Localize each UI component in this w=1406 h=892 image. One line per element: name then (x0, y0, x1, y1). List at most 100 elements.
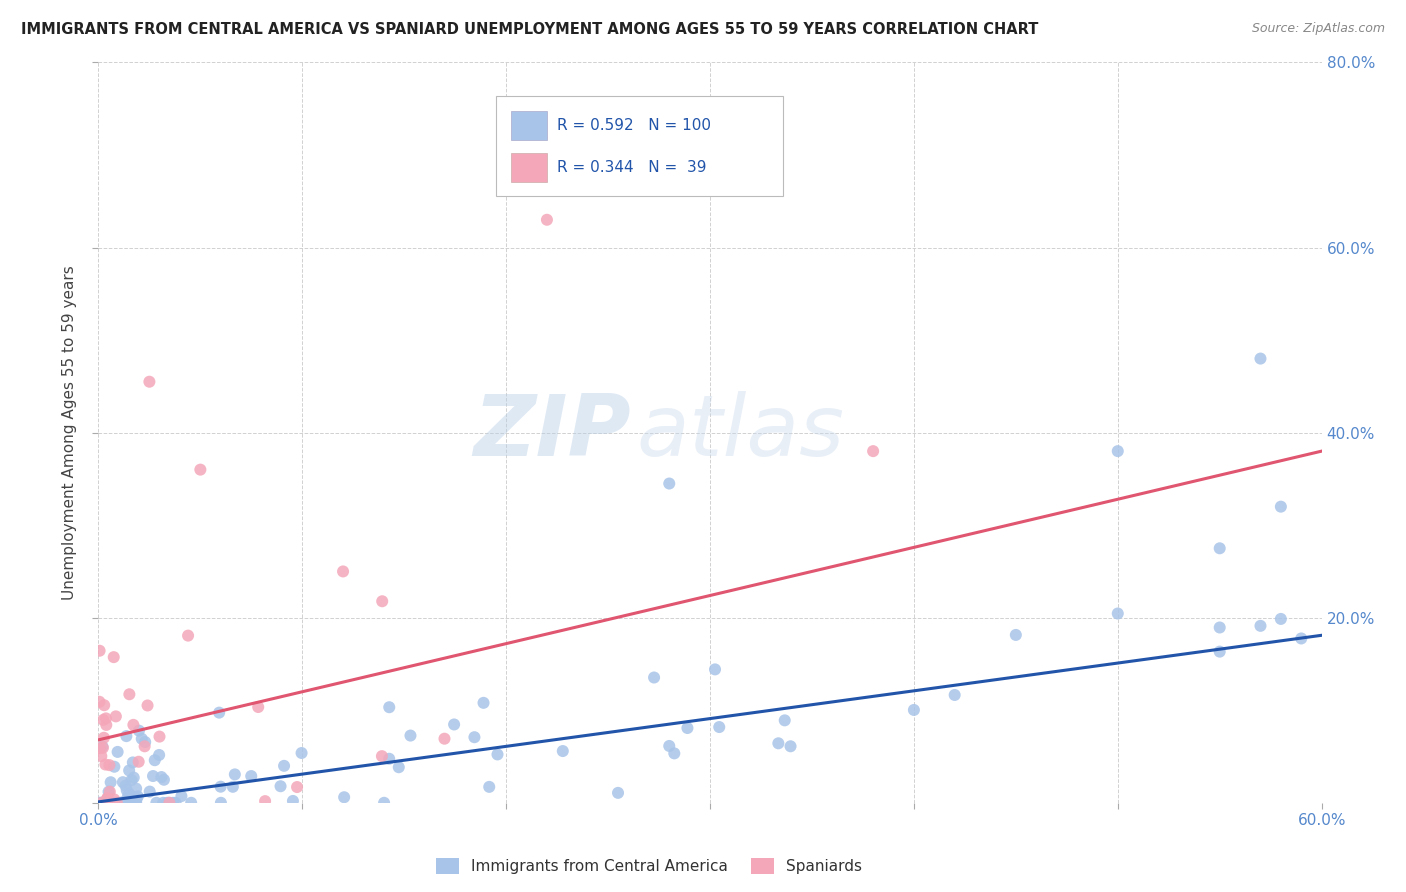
Point (188, 463, 212, 477)
Point (94, 796, 117, 810)
Point (97, 785, 120, 799)
Point (118, 687, 141, 701)
Point (486, 747, 509, 762)
Point (378, 700, 401, 714)
Text: R = 0.592   N = 100: R = 0.592 N = 100 (557, 118, 711, 133)
Point (180, 796, 202, 810)
Point (177, 629, 200, 643)
Point (120, 796, 142, 810)
Point (96, 791, 118, 805)
Point (136, 698, 159, 713)
Point (98, 785, 121, 799)
Point (89, 644, 111, 658)
Point (1249, 619, 1271, 633)
Point (91, 740, 114, 755)
Point (98, 796, 121, 810)
Point (222, 780, 245, 794)
Y-axis label: Unemployment Among Ages 55 to 59 years: Unemployment Among Ages 55 to 59 years (62, 265, 77, 600)
Point (104, 796, 127, 810)
Text: R = 0.344   N =  39: R = 0.344 N = 39 (557, 160, 707, 175)
Point (125, 781, 148, 796)
Point (240, 769, 263, 783)
Point (127, 789, 149, 804)
Point (93, 698, 115, 713)
Point (111, 775, 134, 789)
Point (122, 790, 145, 805)
Point (153, 772, 176, 787)
Point (114, 796, 136, 810)
Point (111, 796, 134, 810)
Point (96, 718, 118, 732)
Point (128, 755, 150, 769)
Point (90, 796, 112, 810)
Point (903, 703, 925, 717)
Point (121, 756, 143, 770)
Point (96, 791, 118, 805)
Point (643, 671, 665, 685)
Point (1270, 500, 1292, 514)
Point (281, 794, 304, 808)
Point (658, 476, 681, 491)
Point (1209, 645, 1232, 659)
Point (332, 565, 354, 579)
Point (138, 784, 160, 798)
Point (89, 741, 111, 756)
Point (433, 731, 456, 746)
Point (118, 764, 141, 778)
Point (165, 796, 187, 810)
Point (90, 796, 112, 810)
Point (209, 796, 232, 810)
Point (98, 758, 121, 772)
Point (208, 706, 231, 720)
Point (121, 772, 143, 787)
Point (1249, 351, 1271, 366)
Point (100, 775, 122, 789)
Point (131, 731, 153, 746)
Point (273, 759, 295, 773)
Point (209, 780, 232, 794)
Point (1107, 607, 1129, 621)
Point (607, 786, 630, 800)
Point (152, 796, 174, 810)
Point (104, 796, 127, 810)
Point (115, 783, 138, 797)
Point (943, 688, 966, 702)
Point (371, 594, 394, 608)
Point (704, 662, 727, 676)
Point (91, 713, 114, 727)
Point (110, 796, 132, 810)
Point (103, 792, 125, 806)
Point (1209, 620, 1232, 634)
Point (143, 753, 166, 767)
Point (89, 695, 111, 709)
Point (91, 739, 114, 754)
Point (122, 771, 145, 785)
Point (122, 718, 145, 732)
Point (676, 721, 699, 735)
Point (779, 739, 801, 754)
Point (536, 212, 558, 227)
Point (93, 731, 115, 745)
Point (443, 717, 465, 731)
Point (162, 796, 184, 810)
Point (107, 745, 129, 759)
Point (100, 796, 122, 810)
Point (254, 794, 277, 808)
FancyBboxPatch shape (496, 95, 783, 195)
Point (768, 736, 790, 750)
Point (862, 444, 884, 458)
Point (157, 796, 180, 810)
Point (134, 735, 156, 749)
Point (104, 709, 127, 723)
Point (105, 796, 128, 810)
Point (118, 796, 141, 810)
Point (87, 796, 110, 810)
Point (1209, 541, 1232, 556)
Point (142, 769, 165, 783)
Text: ZIP: ZIP (472, 391, 630, 475)
Point (157, 796, 180, 810)
Point (117, 789, 139, 804)
Point (290, 746, 312, 760)
Point (118, 787, 141, 801)
Point (103, 650, 125, 665)
